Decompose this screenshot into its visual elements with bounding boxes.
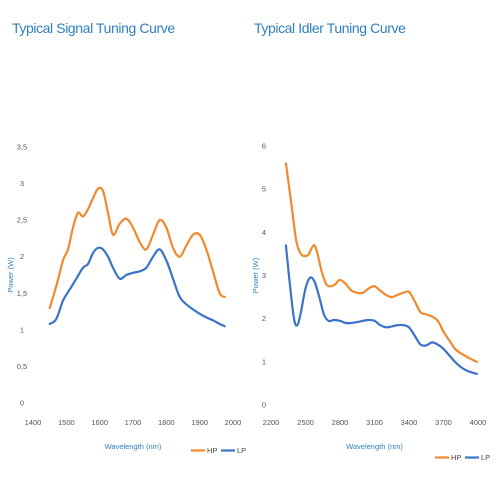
x-tick-label: 2500 [297, 418, 314, 427]
x-tick-label: 2800 [332, 418, 349, 427]
legend-label-lp: LP [481, 453, 490, 462]
series-line-lp [284, 244, 478, 375]
x-tick-label: 4000 [470, 418, 487, 427]
x-tick-label: 1900 [191, 418, 208, 427]
signal-chart-title: Typical Signal Tuning Curve [12, 20, 175, 36]
y-tick-label: 2 [262, 314, 266, 323]
x-axis-label: Wavelength (nm) [105, 442, 162, 451]
legend-label-lp: LP [237, 446, 246, 455]
x-axis-label: Wavelength (nm) [346, 442, 403, 451]
y-tick-label: 3 [262, 271, 266, 280]
x-tick-label: 3400 [401, 418, 418, 427]
y-axis-label: Power (W) [251, 257, 260, 293]
legend-label-hp: HP [207, 446, 217, 455]
y-tick-label: 3,5 [17, 143, 27, 152]
y-tick-label: 0 [20, 399, 24, 408]
y-tick-label: 2 [20, 252, 24, 261]
y-axis-label: Power (W) [6, 257, 15, 293]
y-tick-label: 1 [20, 325, 24, 334]
x-tick-label: 3700 [435, 418, 452, 427]
series-line-hp [48, 186, 226, 309]
x-tick-label: 1800 [158, 418, 175, 427]
y-tick-label: 0 [262, 401, 266, 410]
x-tick-label: 2200 [263, 418, 280, 427]
y-tick-label: 2,5 [17, 216, 27, 225]
y-tick-label: 3 [20, 179, 24, 188]
y-tick-label: 1,5 [17, 289, 27, 298]
y-tick-label: 1 [262, 357, 266, 366]
series-line-hp [284, 162, 478, 363]
legend-label-hp: HP [451, 453, 461, 462]
x-tick-label: 3100 [366, 418, 383, 427]
x-tick-label: 1700 [125, 418, 142, 427]
y-tick-label: 4 [262, 228, 266, 237]
x-tick-label: 2000 [225, 418, 242, 427]
x-tick-label: 1500 [58, 418, 75, 427]
x-tick-label: 1400 [25, 418, 42, 427]
y-tick-label: 6 [262, 142, 266, 151]
y-tick-label: 5 [262, 185, 266, 194]
series-line-lp [48, 246, 226, 328]
y-tick-label: 0,5 [17, 362, 27, 371]
idler-chart-title: Typical Idler Tuning Curve [254, 20, 406, 36]
x-tick-label: 1600 [91, 418, 108, 427]
